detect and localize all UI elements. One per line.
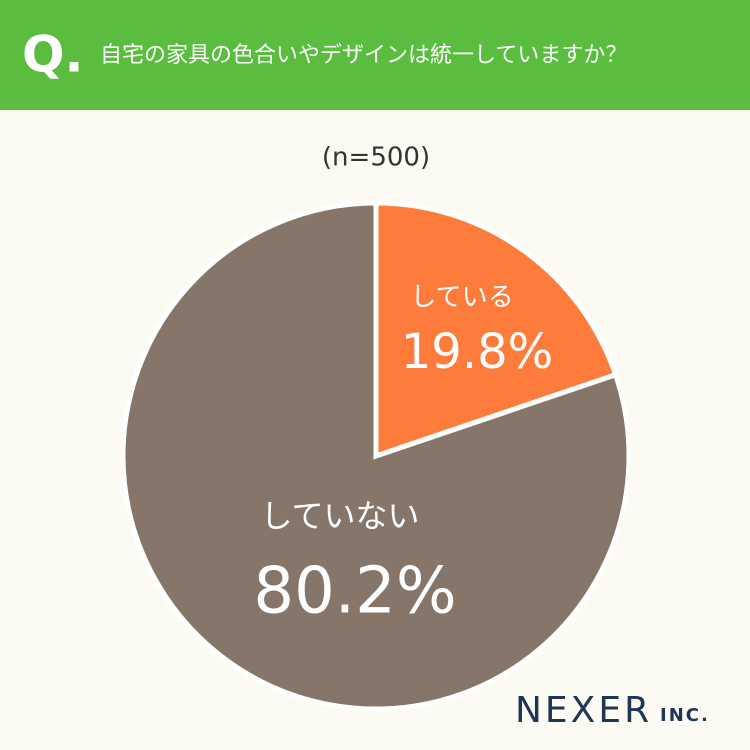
- slice-value-label: 19.8%: [401, 324, 553, 380]
- slice-value-label: 80.2%: [253, 555, 456, 629]
- pie: [120, 200, 632, 712]
- pie-slice: [120, 200, 632, 712]
- header-bar: [0, 0, 750, 110]
- chart-title: 自宅の家具の色合いやデザインは統一していますか？: [100, 43, 627, 68]
- badge: Q.: [22, 26, 84, 84]
- slice-category-label: している: [410, 283, 513, 313]
- logo-suffix: INC.: [660, 705, 710, 726]
- labels: している 19.8% していない 80.2%: [253, 283, 553, 629]
- slice-category-label: していない: [260, 497, 419, 535]
- logo: NEXER: [515, 690, 652, 731]
- subtitle: (n=500): [322, 143, 430, 173]
